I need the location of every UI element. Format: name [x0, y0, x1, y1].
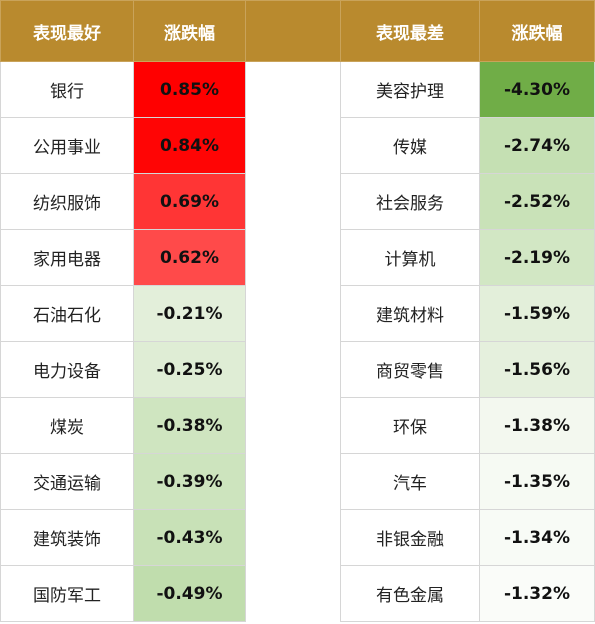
- best-sector-name: 交通运输: [0, 453, 134, 510]
- worst-sector-name: 商贸零售: [340, 341, 480, 398]
- best-sector-name: 建筑装饰: [0, 509, 134, 566]
- worst-sector-name: 美容护理: [340, 61, 480, 118]
- worst-sector-change: -1.32%: [479, 565, 595, 622]
- best-sector-name: 银行: [0, 61, 134, 118]
- best-sector-change: -0.25%: [133, 341, 246, 398]
- best-sector-name: 电力设备: [0, 341, 134, 398]
- worst-title-header: 表现最差: [340, 0, 480, 62]
- worst-change-header: 涨跌幅: [479, 0, 595, 62]
- best-sector-name: 煤炭: [0, 397, 134, 454]
- table-row: 国防军工 -0.49% 有色金属 -1.32%: [0, 565, 595, 622]
- best-sector-change: 0.84%: [133, 117, 246, 174]
- worst-sector-change: -1.35%: [479, 453, 595, 510]
- worst-sector-change: -2.19%: [479, 229, 595, 286]
- table-row: 煤炭 -0.38% 环保 -1.38%: [0, 397, 595, 454]
- best-sector-change: 0.62%: [133, 229, 246, 286]
- worst-sector-name: 传媒: [340, 117, 480, 174]
- row-gap: [245, 397, 341, 454]
- row-gap: [245, 173, 341, 230]
- best-sector-change: 0.69%: [133, 173, 246, 230]
- worst-sector-name: 非银金融: [340, 509, 480, 566]
- best-sector-name: 石油石化: [0, 285, 134, 342]
- table-header-row: 表现最好 涨跌幅 表现最差 涨跌幅: [0, 0, 595, 62]
- row-gap: [245, 229, 341, 286]
- worst-sector-change: -2.74%: [479, 117, 595, 174]
- table-row: 家用电器 0.62% 计算机 -2.19%: [0, 229, 595, 286]
- worst-sector-change: -1.59%: [479, 285, 595, 342]
- worst-sector-change: -1.38%: [479, 397, 595, 454]
- table-body: 银行 0.85% 美容护理 -4.30% 公用事业 0.84% 传媒 -2.74…: [0, 61, 595, 622]
- best-sector-change: -0.39%: [133, 453, 246, 510]
- worst-sector-name: 汽车: [340, 453, 480, 510]
- best-sector-name: 家用电器: [0, 229, 134, 286]
- best-sector-name: 纺织服饰: [0, 173, 134, 230]
- best-sector-change: -0.38%: [133, 397, 246, 454]
- best-sector-change: -0.49%: [133, 565, 246, 622]
- table-row: 公用事业 0.84% 传媒 -2.74%: [0, 117, 595, 174]
- best-sector-name: 公用事业: [0, 117, 134, 174]
- row-gap: [245, 117, 341, 174]
- table-row: 电力设备 -0.25% 商贸零售 -1.56%: [0, 341, 595, 398]
- best-change-header: 涨跌幅: [133, 0, 246, 62]
- worst-sector-name: 有色金属: [340, 565, 480, 622]
- best-sector-change: 0.85%: [133, 61, 246, 118]
- row-gap: [245, 509, 341, 566]
- row-gap: [245, 565, 341, 622]
- worst-sector-name: 建筑材料: [340, 285, 480, 342]
- header-gap: [245, 0, 341, 62]
- worst-sector-name: 环保: [340, 397, 480, 454]
- table-row: 银行 0.85% 美容护理 -4.30%: [0, 61, 595, 118]
- best-sector-name: 国防军工: [0, 565, 134, 622]
- row-gap: [245, 61, 341, 118]
- worst-sector-change: -1.34%: [479, 509, 595, 566]
- worst-sector-name: 计算机: [340, 229, 480, 286]
- worst-sector-name: 社会服务: [340, 173, 480, 230]
- table-row: 纺织服饰 0.69% 社会服务 -2.52%: [0, 173, 595, 230]
- table-row: 石油石化 -0.21% 建筑材料 -1.59%: [0, 285, 595, 342]
- row-gap: [245, 453, 341, 510]
- row-gap: [245, 341, 341, 398]
- table-row: 交通运输 -0.39% 汽车 -1.35%: [0, 453, 595, 510]
- table-row: 建筑装饰 -0.43% 非银金融 -1.34%: [0, 509, 595, 566]
- worst-sector-change: -2.52%: [479, 173, 595, 230]
- row-gap: [245, 285, 341, 342]
- worst-sector-change: -1.56%: [479, 341, 595, 398]
- best-title-header: 表现最好: [0, 0, 134, 62]
- best-sector-change: -0.43%: [133, 509, 246, 566]
- worst-sector-change: -4.30%: [479, 61, 595, 118]
- best-sector-change: -0.21%: [133, 285, 246, 342]
